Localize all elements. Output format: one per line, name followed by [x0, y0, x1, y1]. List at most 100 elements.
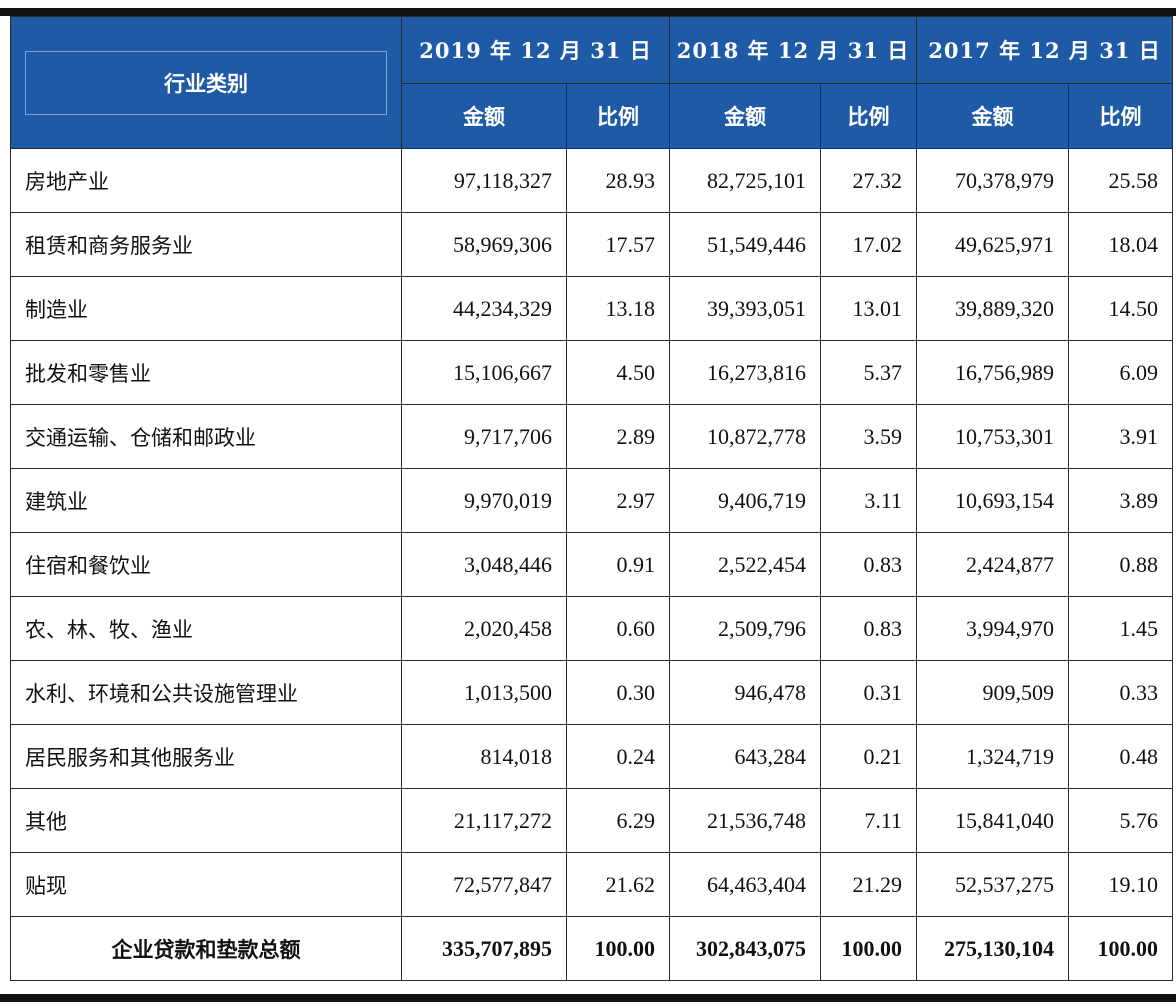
ratio-2018-cell: 100.00	[820, 916, 918, 981]
ratio-2017-cell: 5.76	[1068, 788, 1174, 853]
amount-2018-cell: 10,872,778	[669, 404, 822, 469]
ratio-2017-cell: 1.45	[1068, 596, 1174, 661]
ratio-2017-cell: 100.00	[1068, 916, 1174, 981]
total-row: 企业贷款和垫款总额 335,707,895 100.00 302,843,075 100…	[10, 916, 1174, 981]
ratio-2019-cell: 100.00	[565, 916, 671, 981]
loan-industry-table: 行业类别 2019 年 12 月 31 日 2018 年 12 月 31 日 2…	[10, 16, 1174, 981]
amount-2018-cell: 21,536,748	[669, 788, 822, 853]
amount-2019-cell: 72,577,847	[401, 852, 567, 917]
table-row: 水利、环境和公共设施管理业 1,013,500 0.30 946,478 0.31 909…	[10, 660, 1174, 725]
table-row: 批发和零售业 15,106,667 4.50 16,273,816 5.37 16,756…	[10, 340, 1174, 405]
ratio-2018-cell: 21.29	[820, 852, 918, 917]
industry-label: 企业贷款和垫款总额	[10, 916, 402, 981]
amount-2018-cell: 946,478	[669, 660, 822, 725]
year-header-2017: 2017 年 12 月 31 日	[916, 16, 1174, 84]
amount-2017-cell: 52,537,275	[916, 852, 1070, 917]
industry-label: 交通运输、仓储和邮政业	[10, 404, 402, 469]
amount-2019-cell: 3,048,446	[401, 532, 567, 597]
industry-label: 房地产业	[10, 148, 402, 213]
industry-label: 水利、环境和公共设施管理业	[10, 660, 402, 725]
ratio-2018-cell: 7.11	[820, 788, 918, 853]
table-row: 贴现 72,577,847 21.62 64,463,404 21.29 52,537,2…	[10, 852, 1174, 917]
ratio-2017-cell: 0.88	[1068, 532, 1174, 597]
amount-2019-cell: 44,234,329	[401, 276, 567, 341]
ratio-2018-cell: 3.11	[820, 468, 918, 533]
amount-header-2018: 金额	[669, 83, 822, 149]
industry-label: 居民服务和其他服务业	[10, 724, 402, 789]
ratio-2018-cell: 0.21	[820, 724, 918, 789]
ratio-2018-cell: 0.31	[820, 660, 918, 725]
ratio-2017-cell: 0.33	[1068, 660, 1174, 725]
amount-2018-cell: 51,549,446	[669, 212, 822, 277]
table-body: 房地产业 97,118,327 28.93 82,725,101 27.32 70,378…	[10, 148, 1174, 981]
amount-header-2017: 金额	[916, 83, 1070, 149]
amount-2018-cell: 16,273,816	[669, 340, 822, 405]
amount-2018-cell: 39,393,051	[669, 276, 822, 341]
amount-2017-cell: 10,693,154	[916, 468, 1070, 533]
amount-2019-cell: 21,117,272	[401, 788, 567, 853]
amount-2017-cell: 1,324,719	[916, 724, 1070, 789]
category-header-label: 行业类别	[25, 50, 387, 115]
amount-2017-cell: 10,753,301	[916, 404, 1070, 469]
amount-2019-cell: 97,118,327	[401, 148, 567, 213]
ratio-2019-cell: 13.18	[565, 276, 671, 341]
amount-2019-cell: 9,717,706	[401, 404, 567, 469]
amount-2019-cell: 58,969,306	[401, 212, 567, 277]
amount-2018-cell: 2,509,796	[669, 596, 822, 661]
amount-2019-cell: 2,020,458	[401, 596, 567, 661]
industry-label: 住宿和餐饮业	[10, 532, 402, 597]
amount-2019-cell: 814,018	[401, 724, 567, 789]
amount-2018-cell: 82,725,101	[669, 148, 822, 213]
ratio-2019-cell: 17.57	[565, 212, 671, 277]
amount-2019-cell: 1,013,500	[401, 660, 567, 725]
amount-2017-cell: 16,756,989	[916, 340, 1070, 405]
amount-2017-cell: 909,509	[916, 660, 1070, 725]
amount-2018-cell: 302,843,075	[669, 916, 822, 981]
ratio-2018-cell: 3.59	[820, 404, 918, 469]
year-header-2018: 2018 年 12 月 31 日	[669, 16, 918, 84]
table-row: 租赁和商务服务业 58,969,306 17.57 51,549,446 17.02 49…	[10, 212, 1174, 277]
year-header-2019: 2019 年 12 月 31 日	[400, 16, 671, 84]
table-row: 交通运输、仓储和邮政业 9,717,706 2.89 10,872,778 3.59 10…	[10, 404, 1174, 469]
amount-2019-cell: 335,707,895	[401, 916, 567, 981]
ratio-2018-cell: 17.02	[820, 212, 918, 277]
table-row: 住宿和餐饮业 3,048,446 0.91 2,522,454 0.83 2,424,87…	[10, 532, 1174, 597]
ratio-header-2019: 比例	[565, 83, 671, 149]
table-header: 行业类别 2019 年 12 月 31 日 2018 年 12 月 31 日 2…	[10, 16, 1174, 149]
ratio-2018-cell: 0.83	[820, 596, 918, 661]
ratio-2019-cell: 4.50	[565, 340, 671, 405]
industry-label: 农、林、牧、渔业	[10, 596, 402, 661]
ratio-2018-cell: 13.01	[820, 276, 918, 341]
table-row: 房地产业 97,118,327 28.93 82,725,101 27.32 70,378…	[10, 148, 1174, 213]
amount-2019-cell: 15,106,667	[401, 340, 567, 405]
ratio-2017-cell: 6.09	[1068, 340, 1174, 405]
amount-2017-cell: 275,130,104	[916, 916, 1070, 981]
category-header: 行业类别	[10, 16, 402, 149]
amount-2018-cell: 9,406,719	[669, 468, 822, 533]
ratio-header-2018: 比例	[820, 83, 918, 149]
amount-2017-cell: 49,625,971	[916, 212, 1070, 277]
ratio-2019-cell: 28.93	[565, 148, 671, 213]
top-rule	[0, 8, 1176, 16]
amount-header-2019: 金额	[401, 83, 567, 149]
table-row: 制造业 44,234,329 13.18 39,393,051 13.01 39,889,…	[10, 276, 1174, 341]
ratio-2017-cell: 14.50	[1068, 276, 1174, 341]
ratio-2019-cell: 2.89	[565, 404, 671, 469]
industry-label: 制造业	[10, 276, 402, 341]
industry-label: 租赁和商务服务业	[10, 212, 402, 277]
ratio-2018-cell: 27.32	[820, 148, 918, 213]
ratio-2019-cell: 6.29	[565, 788, 671, 853]
ratio-2019-cell: 0.24	[565, 724, 671, 789]
amount-2017-cell: 70,378,979	[916, 148, 1070, 213]
ratio-2019-cell: 21.62	[565, 852, 671, 917]
industry-label: 其他	[10, 788, 402, 853]
ratio-2018-cell: 0.83	[820, 532, 918, 597]
amount-2018-cell: 643,284	[669, 724, 822, 789]
amount-2018-cell: 64,463,404	[669, 852, 822, 917]
ratio-2019-cell: 0.91	[565, 532, 671, 597]
amount-2017-cell: 2,424,877	[916, 532, 1070, 597]
amount-2018-cell: 2,522,454	[669, 532, 822, 597]
ratio-2017-cell: 25.58	[1068, 148, 1174, 213]
table-row: 建筑业 9,970,019 2.97 9,406,719 3.11 10,693,154 3…	[10, 468, 1174, 533]
ratio-2019-cell: 2.97	[565, 468, 671, 533]
